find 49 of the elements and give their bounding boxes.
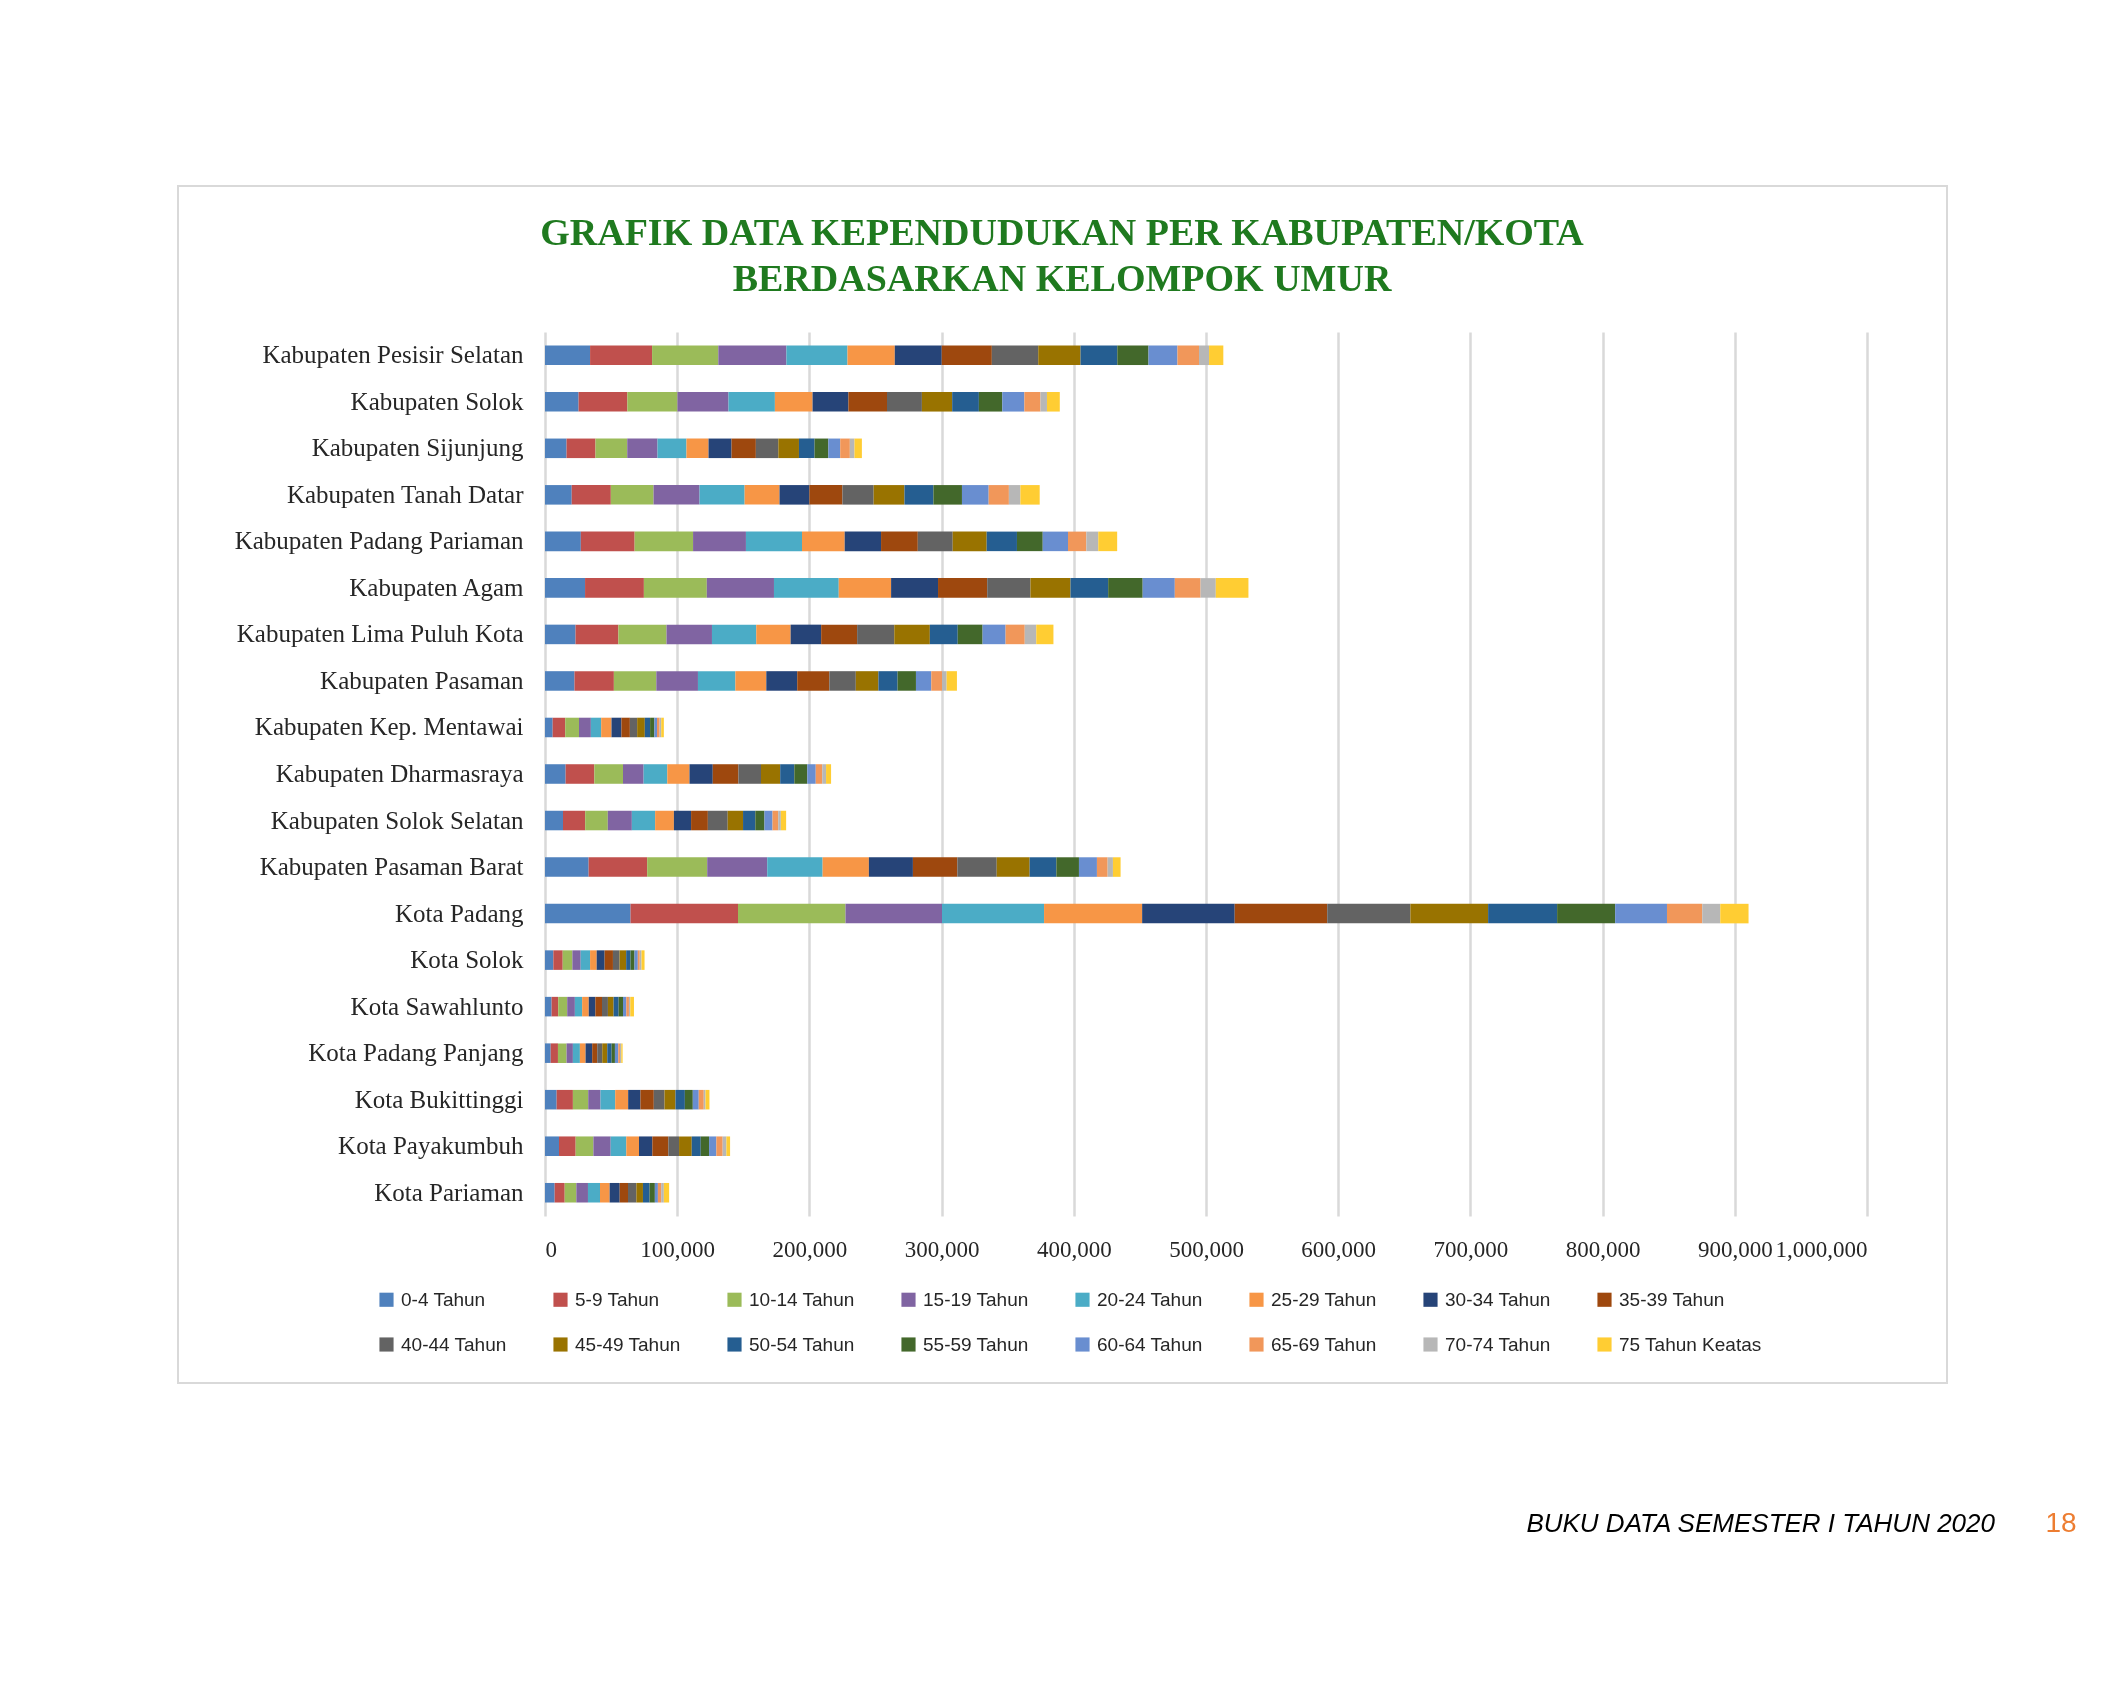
y-tick-label: Kota Padang Panjang <box>308 1039 524 1067</box>
legend-label: 0-4 Tahun <box>401 1288 486 1310</box>
x-tick-label: 300,000 <box>904 1236 980 1262</box>
legend-label: 65-69 Tahun <box>1271 1333 1377 1355</box>
legend-label: 60-64 Tahun <box>1097 1333 1203 1355</box>
x-tick-label: 400,000 <box>1036 1236 1112 1262</box>
legend-label: 70-74 Tahun <box>1445 1333 1551 1355</box>
legend-label: 25-29 Tahun <box>1271 1288 1377 1310</box>
y-tick-label: Kabupaten Tanah Datar <box>286 480 525 508</box>
legend-label: 5-9 Tahun <box>575 1288 660 1310</box>
text: 18 <box>2045 1507 2077 1538</box>
y-tick-label: Kota Bukittinggi <box>354 1085 524 1113</box>
legend-label: 75 Tahun Keatas <box>1619 1333 1762 1355</box>
legend-label: 50-54 Tahun <box>749 1333 855 1355</box>
x-tick-label: 200,000 <box>772 1236 848 1262</box>
legend-label: 15-19 Tahun <box>923 1288 1029 1310</box>
y-tick-label: Kabupaten Lima Puluh Kota <box>236 620 524 648</box>
x-tick-label: 600,000 <box>1301 1236 1377 1262</box>
text: BUKU DATA SEMESTER I TAHUN 2020 <box>1526 1508 1996 1538</box>
y-tick-label: Kota Payakumbuh <box>338 1132 524 1160</box>
y-tick-label: Kota Solok <box>410 946 524 974</box>
y-tick-label: Kabupaten Pesisir Selatan <box>262 341 524 369</box>
y-tick-label: Kota Padang <box>395 899 524 927</box>
chart-title: GRAFIK DATA KEPENDUDUKAN PER KABUPATEN/KOTA BERDASARKAN KELOMPOK UMUR <box>540 211 1585 299</box>
y-tick-label: Kabupaten Sijunjung <box>311 434 524 462</box>
x-tick-label: 500,000 <box>1169 1236 1244 1262</box>
x-tick-label: 0 <box>545 1236 557 1262</box>
x-tick-label: 900,000 <box>1697 1236 1773 1262</box>
y-tick-label: Kabupaten Kep. Mentawai <box>254 713 524 741</box>
y-tick-label: Kabupaten Pasaman Barat <box>259 853 524 881</box>
x-tick-label: 800,000 <box>1565 1236 1641 1262</box>
y-tick-label: Kabupaten Pasaman <box>320 666 524 694</box>
y-tick-label: Kabupaten Dharmasraya <box>275 760 524 787</box>
x-tick-label: 100,000 <box>640 1236 716 1262</box>
legend-label: 35-39 Tahun <box>1619 1288 1725 1310</box>
legend-label: 40-44 Tahun <box>401 1333 507 1355</box>
y-tick-label: Kabupaten Agam <box>349 573 525 601</box>
legend-label: 20-24 Tahun <box>1097 1288 1203 1310</box>
legend-label: 10-14 Tahun <box>749 1288 855 1310</box>
x-tick-label: 1,000,000 <box>1775 1236 1868 1262</box>
y-tick-label: Kabupaten Solok Selatan <box>270 806 524 834</box>
x-tick-label: 700,000 <box>1433 1236 1509 1262</box>
y-tick-label: Kabupaten Padang Pariaman <box>234 527 524 555</box>
legend-label: 55-59 Tahun <box>923 1333 1029 1355</box>
y-tick-label: Kota Pariaman <box>374 1178 524 1206</box>
y-tick-label: Kota Sawahlunto <box>350 992 524 1020</box>
legend-label: 45-49 Tahun <box>575 1333 681 1355</box>
y-tick-label: Kabupaten Solok <box>350 387 524 415</box>
legend-label: 30-34 Tahun <box>1445 1288 1551 1310</box>
